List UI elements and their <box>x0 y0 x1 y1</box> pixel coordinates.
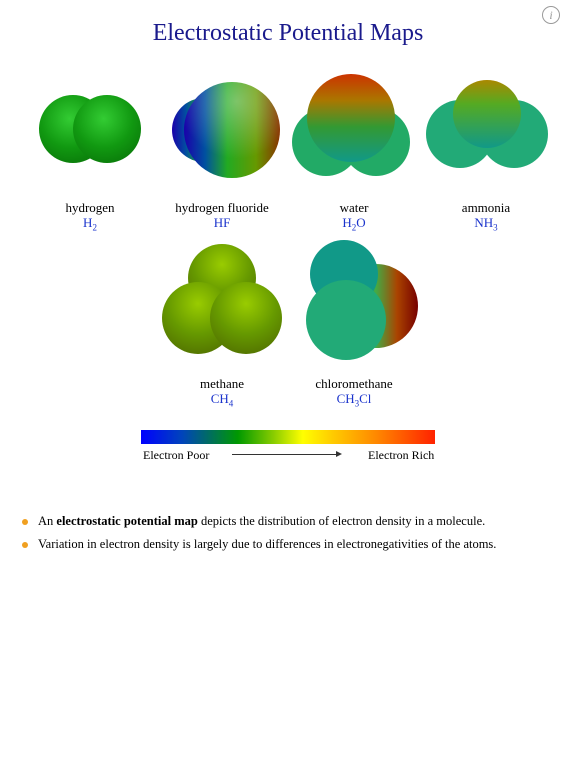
info-icon[interactable]: i <box>542 6 560 24</box>
hydrogen-model <box>38 86 142 172</box>
molecule-name-ammonia: ammonia <box>461 200 511 215</box>
formula-hydrogen: H2 <box>83 215 97 233</box>
formula-water: H2O <box>342 215 366 233</box>
bullet-icon <box>22 542 28 548</box>
list-item: An electrostatic potential map depicts t… <box>22 514 552 529</box>
molecule-name-methane: methane <box>199 376 245 391</box>
bullet-icon <box>22 519 28 525</box>
scale-label-right: Electron Rich <box>368 448 435 462</box>
molecule-name-chloromethane: chloromethane <box>315 376 393 391</box>
scale-arrow-icon <box>232 451 342 457</box>
hydrogen-fluoride-model <box>170 80 282 180</box>
methane-model <box>162 242 282 358</box>
page-title: Electrostatic Potential Maps <box>152 20 424 46</box>
bullet-list: An electrostatic potential map depicts t… <box>22 514 552 560</box>
formula-methane: CH4 <box>210 391 234 409</box>
molecule-name-water: water <box>339 200 369 215</box>
molecule-name-hydrogen: hydrogen <box>65 200 115 215</box>
formula-chloromethane: CH3Cl <box>336 391 372 409</box>
ammonia-model <box>426 78 548 174</box>
formula-hydrogen-fluoride: HF <box>213 215 231 230</box>
chloromethane-model <box>302 240 422 362</box>
molecule-name-hydrogen-fluoride: hydrogen fluoride <box>175 200 269 215</box>
potential-color-scale <box>141 430 435 444</box>
scale-label-left: Electron Poor <box>143 448 210 462</box>
water-model <box>290 72 412 178</box>
formula-ammonia: NH3 <box>474 215 498 233</box>
list-item: Variation in electron density is largely… <box>22 537 552 552</box>
